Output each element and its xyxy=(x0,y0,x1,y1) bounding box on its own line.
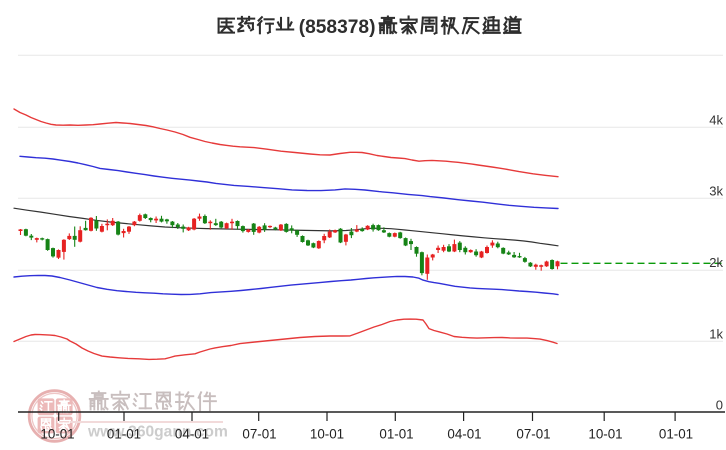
svg-text:07-01: 07-01 xyxy=(516,427,550,442)
svg-text:01-01: 01-01 xyxy=(107,427,141,442)
svg-text:04-01: 04-01 xyxy=(175,427,209,442)
svg-text:www.360gann.com: www.360gann.com xyxy=(87,424,228,441)
svg-text:10-01: 10-01 xyxy=(310,427,344,442)
svg-text:07-01: 07-01 xyxy=(242,427,276,442)
svg-text:10-01: 10-01 xyxy=(588,427,622,442)
svg-text:01-01: 01-01 xyxy=(379,427,413,442)
svg-text:1k: 1k xyxy=(709,327,723,342)
svg-text:10-01: 10-01 xyxy=(40,427,74,442)
svg-text:0: 0 xyxy=(716,398,723,413)
svg-text:2k: 2k xyxy=(709,255,723,270)
svg-text:(858378): (858378) xyxy=(299,17,376,38)
svg-text:01-01: 01-01 xyxy=(659,427,693,442)
svg-text:04-01: 04-01 xyxy=(447,427,481,442)
svg-text:3k: 3k xyxy=(709,184,723,199)
svg-text:4k: 4k xyxy=(709,113,723,128)
